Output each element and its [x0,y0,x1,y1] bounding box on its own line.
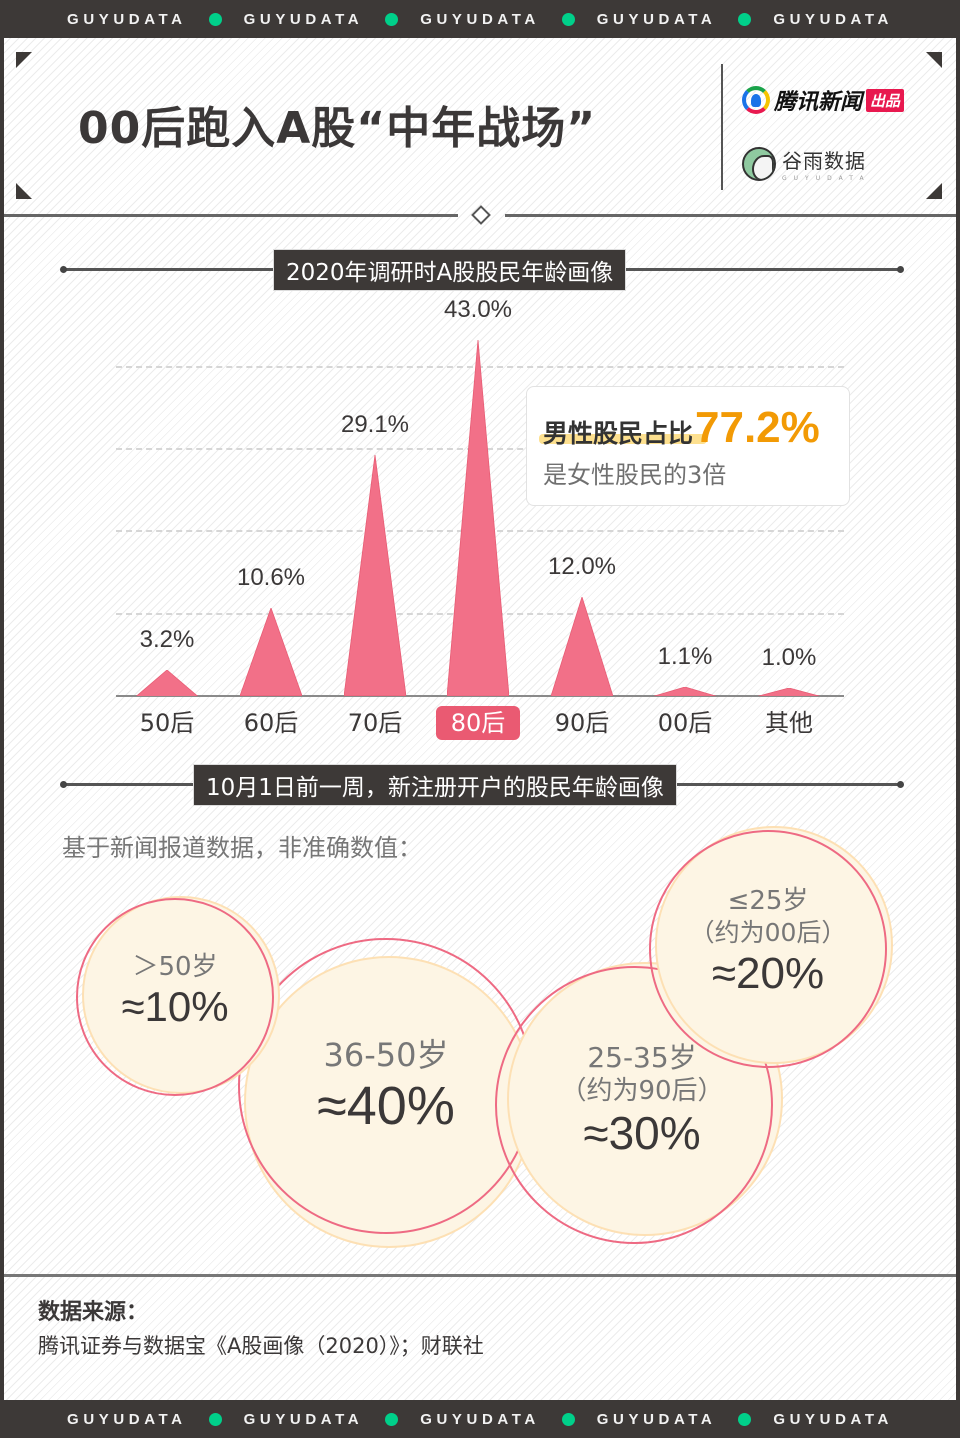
dot-icon [561,12,575,26]
bubble-value: ≈40% [317,1075,455,1136]
tencent-news-name: 腾讯新闻 [774,90,863,115]
diamond-icon [471,205,491,225]
bar-3 [447,339,509,696]
dot-icon [738,12,752,26]
banner-word: GUYUDATA [420,10,540,28]
banner-word: GUYUDATA [773,10,893,28]
bar-value-label: 1.1% [657,642,713,670]
footer-rule [4,1274,956,1277]
header-divider [721,64,723,190]
dot-icon [385,1412,399,1426]
gender-callout: 男性股民占比 77.2% 是女性股民的3倍 [526,386,850,506]
bubble-age: ≤25岁 [727,885,809,916]
callout-value: 77.2% [695,403,820,452]
bar-1 [240,608,302,696]
header-rule [4,214,458,217]
category-label: 80后 [436,706,520,740]
corner-marker [926,52,942,68]
bar-4 [551,596,613,696]
bubble-over-50: ＞50岁 ≈10% [76,896,280,1096]
bottom-banner: GUYUDATA GUYUDATA GUYUDATA GUYUDATA GUYUDATA [0,1400,960,1438]
infographic-card: 00后跑入A股“中年战场” 腾讯新闻 出品 谷雨数据 GUYUDATA 2020… [4,38,956,1400]
banner-word: GUYUDATA [243,10,364,28]
bar-6 [758,687,820,696]
bar-value-label: 43.0% [443,295,513,323]
bubble-value: ≈20% [711,948,825,998]
bar-0 [136,669,198,696]
dot-icon [208,1412,222,1426]
category-label: 00后 [657,709,713,737]
dot-icon [738,1412,752,1426]
header-rule [505,214,956,217]
bar-5 [654,686,716,696]
category-label: 90后 [554,709,610,737]
category-label: 50后 [139,709,195,737]
section-title-new-accounts: 10月1日前一周，新注册开户的股民年龄画像 [194,765,676,805]
guyu-data-name: 谷雨数据 [782,149,866,173]
banner-word: GUYUDATA [67,10,187,28]
produced-badge: 出品 [866,88,905,112]
bubble-value: ≈30% [583,1107,701,1160]
bar-value-label: 29.1% [340,411,410,439]
corner-marker [16,183,32,199]
banner-word: GUYUDATA [243,1410,364,1428]
section-title-2020: 2020年调研时A股股民年龄画像 [274,250,626,290]
guyu-bird-icon [742,146,776,181]
page-title: 00后跑入A股“中年战场” [78,103,597,154]
dot-icon [385,12,399,26]
dot-icon [208,12,222,26]
tencent-news-logo: 腾讯新闻 出品 [742,84,905,116]
x-axis [116,695,844,697]
source-text: 腾讯证券与数据宝《A股画像（2020）》；财联社 [38,1334,484,1358]
highlight-underline [539,434,707,444]
bubble-age: 25-35岁 [587,1040,697,1074]
bar-value-label: 12.0% [547,552,617,580]
corner-marker [16,52,32,68]
bubble-age: ＞50岁 [132,951,218,982]
bubble-sub: （约为90后） [560,1075,724,1106]
category-label: 其他 [765,709,813,737]
banner-word: GUYUDATA [773,1410,893,1428]
bubble-value: ≈10% [121,983,229,1031]
bar-value-label: 1.0% [761,643,817,671]
bubble-sub: （约为00后） [689,918,847,948]
banner-word: GUYUDATA [420,1410,540,1428]
bar-value-label: 10.6% [236,564,306,592]
category-label: 60后 [243,709,299,737]
source-title: 数据来源： [38,1300,149,1325]
bar-value-label: 3.2% [139,625,195,653]
callout-sub: 是女性股民的3倍 [543,461,727,489]
category-label: 70后 [347,709,403,737]
banner-word: GUYUDATA [596,1410,717,1428]
disclaimer-note: 基于新闻报道数据，非准确数值： [62,834,422,862]
callout-label: 男性股民占比 [543,419,694,448]
corner-marker [926,183,942,199]
banner-word: GUYUDATA [596,10,717,28]
top-banner: GUYUDATA GUYUDATA GUYUDATA GUYUDATA GUYUDATA [0,0,960,38]
bar-2 [344,455,406,696]
banner-word: GUYUDATA [67,1410,187,1428]
tencent-news-icon [742,86,770,114]
bubble-age: 36-50岁 [323,1035,449,1074]
guyu-data-logo: 谷雨数据 GUYUDATA [742,145,871,182]
dot-icon [561,1412,575,1426]
bubble-36-50: 36-50岁 ≈40% [238,938,534,1248]
guyu-data-sub: GUYUDATA [782,175,871,182]
bubble-under-25: ≤25岁 （约为00后） ≈20% [649,826,893,1068]
